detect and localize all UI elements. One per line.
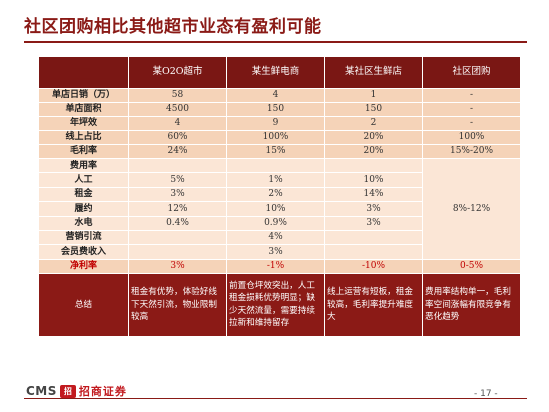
table-row: 水电 0.4% 0.9% 3% — [38, 215, 521, 231]
row-label: 毛利率 — [38, 144, 129, 159]
header-fresh-ecommerce: 某生鲜电商 — [226, 56, 325, 89]
table-cell — [128, 157, 227, 174]
table-cell: - — [422, 116, 521, 131]
slide-title: 社区团购相比其他超市业态有盈利可能 — [24, 17, 322, 37]
table-row: 会员费收入 3% — [38, 244, 521, 260]
table-cell: -1% — [226, 258, 325, 274]
table-cell — [324, 157, 423, 174]
table-cell: - — [422, 102, 521, 117]
row-label: 租金 — [38, 186, 129, 203]
table-row: 费用率 8%-12% — [38, 157, 521, 260]
header-community-fresh-store: 某社区生鲜店 — [324, 56, 423, 89]
table-cell: 9 — [226, 116, 325, 131]
table-row: 单店日销（万） 58 4 1 - — [38, 88, 521, 103]
logo-brand-en: CMS — [26, 384, 57, 398]
table-cell — [226, 157, 325, 174]
table-row: 毛利率 24% 15% 20% 15%-20% — [38, 144, 521, 159]
header-o2o-supermarket: 某O2O超市 — [128, 56, 227, 89]
table-cell — [324, 244, 423, 260]
table-row: 年坪效 4 9 2 - — [38, 116, 521, 131]
table-cell: 150 — [226, 102, 325, 117]
table-cell: 4 — [128, 116, 227, 131]
table-cell: 150 — [324, 102, 423, 117]
table-cell: -10% — [324, 258, 423, 274]
summary-cell: 租金有优势，体验好线下天然引流，物业限制较高 — [128, 272, 227, 337]
footer-rule — [24, 398, 527, 399]
tuangou-cost-rate-cell: 8%-12% — [422, 158, 521, 260]
table-row: 履约 12% 10% 3% — [38, 201, 521, 217]
table-cell — [324, 229, 423, 246]
table-cell: 20% — [324, 144, 423, 159]
table-cell: 58 — [128, 88, 227, 103]
table-cell: 4500 — [128, 102, 227, 117]
table-cell: 3% — [128, 258, 227, 274]
row-label: 年坪效 — [38, 116, 129, 131]
table-cell: 100% — [422, 130, 521, 145]
summary-cell: 前置仓坪效突出，人工租金损耗优势明显；缺少天然流量，需要持续拉新和维持留存 — [226, 272, 325, 337]
summary-cell: 线上运营有短板，租金较高，毛利率提升难度大 — [324, 272, 423, 337]
table-row: 单店面积 4500 150 150 - — [38, 102, 521, 117]
table-cell: 15% — [226, 144, 325, 159]
table-cell: 24% — [128, 144, 227, 159]
table-row: 租金 3% 2% 14% — [38, 186, 521, 203]
net-margin-row: 净利率 3% -1% -10% 0-5% — [38, 258, 521, 274]
table-cell — [128, 229, 227, 246]
table-cell: 2 — [324, 116, 423, 131]
title-underline — [24, 41, 527, 43]
row-label: 单店日销（万） — [38, 88, 129, 103]
table-row: 线上占比 60% 100% 20% 100% — [38, 130, 521, 145]
table-cell: 3% — [128, 186, 227, 203]
row-label: 会员费收入 — [38, 244, 129, 260]
row-label: 线上占比 — [38, 130, 129, 145]
table-cell: 0.9% — [226, 215, 325, 231]
row-label: 单店面积 — [38, 102, 129, 117]
header-corner — [38, 56, 129, 89]
row-label: 总结 — [38, 272, 129, 337]
table-cell: 10% — [324, 172, 423, 188]
row-label: 履约 — [38, 201, 129, 217]
table-cell: 5% — [128, 172, 227, 188]
row-label: 人工 — [38, 172, 129, 188]
table-cell — [128, 244, 227, 260]
summary-row: 总结 租金有优势，体验好线下天然引流，物业限制较高 前置仓坪效突出，人工租金损耗… — [38, 272, 521, 337]
table-cell: 1 — [324, 88, 423, 103]
table-cell: 12% — [128, 201, 227, 217]
page-number: - 17 - — [474, 389, 498, 399]
logo-brand-cn: 招商证券 — [78, 385, 127, 398]
table-cell: - — [422, 88, 521, 103]
table-cell: 3% — [324, 215, 423, 231]
table-cell: 0-5% — [422, 258, 521, 274]
row-label: 费用率 — [38, 157, 129, 174]
table-cell: 20% — [324, 130, 423, 145]
comparison-table: 某O2O超市 某生鲜电商 某社区生鲜店 社区团购 单店日销（万） 58 4 1 … — [38, 56, 521, 337]
row-label: 水电 — [38, 215, 129, 231]
table-cell: 14% — [324, 186, 423, 203]
table-cell: 10% — [226, 201, 325, 217]
table-cell: 0.4% — [128, 215, 227, 231]
table-cell: 100% — [226, 130, 325, 145]
table-cell: 3% — [226, 244, 325, 260]
table-header-row: 某O2O超市 某生鲜电商 某社区生鲜店 社区团购 — [38, 56, 521, 89]
row-label: 营销引流 — [38, 229, 129, 246]
table-cell: 15%-20% — [422, 144, 521, 159]
table-cell: 1% — [226, 172, 325, 188]
table-cell: 3% — [324, 201, 423, 217]
header-community-group-buying: 社区团购 — [422, 56, 521, 89]
table-cell: 4 — [226, 88, 325, 103]
logo-badge-icon: 招 — [59, 384, 76, 398]
summary-cell: 费用率结构单一，毛利率空间涨幅有限竞争有恶化趋势 — [422, 272, 521, 337]
cms-logo: CMS 招 招商证券 — [26, 384, 127, 398]
table-cell: 4% — [226, 229, 325, 246]
table-cell: 60% — [128, 130, 227, 145]
table-cell: 2% — [226, 186, 325, 203]
row-label: 净利率 — [38, 258, 129, 274]
